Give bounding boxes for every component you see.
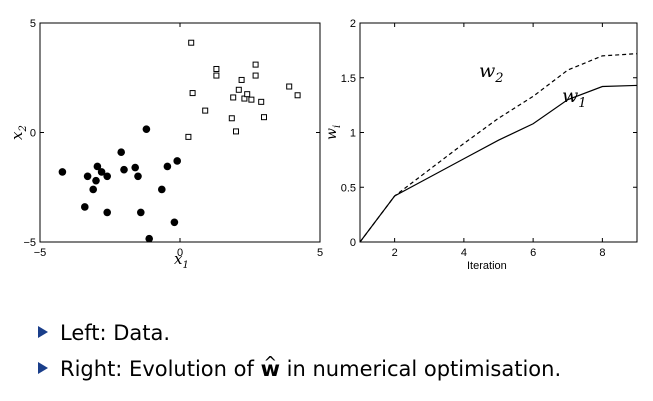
scatter-point-filled — [103, 172, 111, 181]
bullet-text-right-after: in numerical optimisation. — [286, 357, 562, 381]
series-label-w1: w1 — [562, 85, 587, 111]
line-y-tick-label: 1.5 — [341, 73, 356, 85]
scatter-x-tick-label: 0 — [177, 247, 183, 259]
scatter-point-square — [213, 65, 220, 72]
series-label-w2-sub: 2 — [494, 71, 503, 86]
scatter-y-tick-label: 0 — [30, 128, 36, 140]
line-x-tick-label: 4 — [461, 247, 467, 259]
line-y-axis-label-sub: i — [332, 125, 343, 128]
scatter-x-axis-label-base: x — [174, 250, 183, 268]
line-chart: 2 4 6 8 0 0.5 1 1.5 2 w2 w1 Iteration wi — [324, 18, 638, 272]
bullet-text-right-before: Right: Evolution of — [60, 357, 254, 381]
line-ticks: 2 4 6 8 0 0.5 1 1.5 2 — [341, 18, 637, 259]
scatter-point-square — [235, 86, 242, 93]
scatter-point-square — [252, 72, 259, 79]
scatter-point-filled — [131, 163, 139, 172]
bullet-item-right: Right: Evolution of ^ w in numerical opti… — [38, 353, 562, 390]
scatter-point-square — [213, 72, 220, 79]
scatter-point-square — [248, 96, 255, 103]
scatter-point-filled — [134, 172, 142, 181]
line-x-tick-label: 6 — [530, 247, 536, 259]
scatter-x-axis-label-sub: 1 — [182, 260, 188, 271]
scatter-y-axis-label-base: x — [8, 131, 26, 140]
scatter-ticks: −5 0 5 5 0 −5 — [23, 18, 323, 259]
scatter-point-filled — [145, 234, 153, 243]
scatter-point-filled — [120, 165, 128, 174]
caption-bullets: Left: Data. Right: Evolution of ^ w in nu… — [38, 318, 561, 390]
scatter-point-square — [202, 107, 209, 114]
scatter-point-filled — [117, 148, 125, 157]
scatter-point-square — [244, 91, 251, 98]
line-x-axis-label: Iteration — [467, 260, 507, 272]
bullet-triangle-icon — [38, 326, 48, 338]
w-symbol: w — [260, 357, 280, 381]
bullet-item-left: Left: Data. — [38, 318, 561, 354]
line-y-tick-label: 2 — [350, 18, 356, 30]
scatter-y-tick-label: 5 — [30, 18, 36, 30]
scatter-x-tick-label: −5 — [34, 247, 47, 259]
series-line-w2 — [359, 53, 638, 243]
scatter-point-filled — [173, 157, 181, 165]
scatter-point-square — [188, 39, 195, 46]
scatter-point-filled — [58, 168, 67, 176]
bullet-triangle-icon — [38, 362, 48, 374]
scatter-y-axis-label-sub: 2 — [18, 125, 29, 132]
line-x-tick-label: 2 — [392, 247, 398, 259]
line-x-tick-label: 8 — [599, 247, 605, 259]
scatter-y-tick-label: −5 — [23, 237, 36, 249]
svg-text:wi: wi — [324, 125, 343, 140]
scatter-point-filled — [170, 218, 179, 227]
scatter-chart: −5 0 550−5 x1 x2 — [8, 18, 323, 271]
scatter-point-filled — [93, 162, 102, 171]
scatter-point-filled — [97, 168, 106, 176]
line-y-tick-label: 0.5 — [341, 182, 356, 194]
series-label-w2: w2 — [479, 60, 504, 86]
w-hat-symbol: ^ w — [260, 353, 280, 384]
scatter-point-filled — [89, 185, 97, 194]
scatter-point-square — [252, 61, 259, 68]
series-line-w1 — [359, 84, 638, 243]
scatter-point-square — [286, 83, 293, 90]
figure-area: −5 0 550−5 x1 x2 2 4 6 800.511.52 w2 w1 Itera… — [8, 18, 638, 272]
scatter-y-axis-label: x2 — [8, 125, 29, 140]
line-axes-frame — [359, 22, 638, 243]
svg-text:x2: x2 — [8, 125, 29, 140]
scatter-point-square — [258, 98, 265, 105]
line-series — [359, 53, 638, 243]
scatter-x-tick-label: 5 — [317, 247, 323, 259]
scatter-point-square — [294, 92, 301, 99]
scatter-point-filled — [103, 208, 111, 217]
scatter-point-square — [233, 128, 239, 135]
line-y-axis-label: wi — [324, 125, 343, 140]
bullet-text-left: Left: Data. — [60, 321, 171, 345]
scatter-point-square — [228, 115, 235, 122]
scatter-point-square — [261, 114, 267, 121]
scatter-points — [58, 39, 301, 243]
scatter-point-filled — [142, 125, 151, 134]
scatter-point-filled — [83, 172, 92, 181]
scatter-point-filled — [137, 208, 145, 217]
hat-accent: ^ — [263, 353, 277, 372]
scatter-point-filled — [81, 203, 89, 211]
scatter-point-filled — [92, 176, 100, 185]
scatter-x-axis-label: x1 — [174, 250, 189, 271]
scatter-point-square — [189, 90, 196, 97]
scatter-point-square — [238, 76, 245, 83]
scatter-point-filled — [163, 162, 172, 171]
line-y-tick-label: 1 — [350, 128, 356, 140]
scatter-point-square — [230, 94, 237, 101]
line-y-tick-label: 0 — [350, 237, 356, 249]
scatter-point-filled — [158, 185, 166, 194]
scatter-point-square — [185, 133, 192, 140]
series-label-w1-sub: 1 — [578, 96, 586, 111]
